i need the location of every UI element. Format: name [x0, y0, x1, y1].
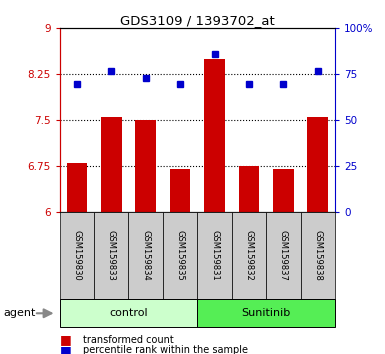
Bar [67, 163, 87, 212]
Bar [307, 117, 328, 212]
Text: GSM159831: GSM159831 [210, 230, 219, 281]
Title: GDS3109 / 1393702_at: GDS3109 / 1393702_at [120, 14, 275, 27]
Text: Sunitinib: Sunitinib [241, 308, 291, 318]
Text: agent: agent [4, 308, 36, 318]
Bar [273, 170, 294, 212]
Bar [163, 212, 197, 299]
Text: ■: ■ [60, 344, 72, 354]
Bar [197, 212, 232, 299]
Text: GSM159838: GSM159838 [313, 230, 322, 281]
Text: percentile rank within the sample: percentile rank within the sample [83, 346, 248, 354]
Text: GSM159830: GSM159830 [72, 230, 81, 281]
Text: GSM159833: GSM159833 [107, 230, 116, 281]
Bar [60, 299, 197, 327]
Bar [239, 166, 259, 212]
Bar [129, 212, 163, 299]
Text: control: control [109, 308, 148, 318]
Text: GSM159832: GSM159832 [244, 230, 253, 281]
Bar [136, 120, 156, 212]
Bar [60, 212, 94, 299]
Text: GSM159835: GSM159835 [176, 230, 185, 281]
Text: GSM159834: GSM159834 [141, 230, 150, 281]
Text: ■: ■ [60, 333, 72, 346]
Bar [170, 170, 191, 212]
Text: transformed count: transformed count [83, 335, 174, 345]
Text: GSM159837: GSM159837 [279, 230, 288, 281]
Bar [266, 212, 301, 299]
Bar [197, 299, 335, 327]
Bar [94, 212, 129, 299]
Bar [101, 117, 122, 212]
Bar [301, 212, 335, 299]
Bar [204, 59, 225, 212]
Bar [232, 212, 266, 299]
